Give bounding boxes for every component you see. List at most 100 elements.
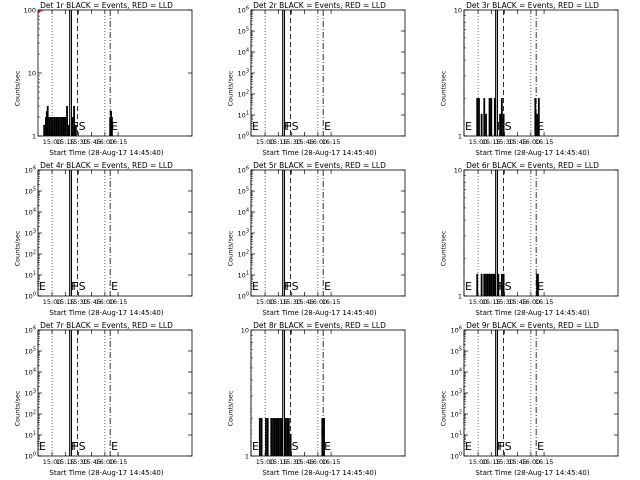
x-axis-label: Start Time (28-Aug-17 14:45:40)	[49, 469, 164, 477]
plot-frame	[463, 9, 619, 137]
y-tick-exponent: 6	[33, 166, 36, 172]
y-tick-exponent: 6	[459, 326, 462, 332]
event-bar	[64, 117, 67, 136]
y-tick-exponent: 4	[33, 368, 36, 374]
y-tick-label: 102	[451, 410, 462, 419]
event-bar	[258, 418, 261, 456]
x-tick-label: 15:00	[469, 138, 488, 146]
x-tick-label: 15:00	[43, 298, 62, 306]
y-tick-exponent: 3	[246, 69, 249, 75]
x-tick-label: 15:45	[508, 298, 527, 306]
marker-label: S	[505, 120, 512, 133]
plot-area: 10010110210310410510615:0015:1515:3015:4…	[451, 326, 619, 466]
x-axis-label: Start Time (28-Aug-17 14:45:40)	[49, 309, 164, 317]
plot-area: 10010110210310410510615:0015:1515:3015:4…	[238, 6, 406, 146]
y-tick-exponent: 0	[33, 292, 36, 298]
marker-label: S	[292, 120, 299, 133]
x-tick-label: 16:00	[96, 138, 115, 146]
y-tick-label: 101	[238, 111, 249, 120]
detector-panel: Det 9r BLACK = Events, RED = LLD Start Ti…	[426, 320, 639, 480]
event-bar	[60, 117, 63, 136]
y-tick-label: 104	[451, 368, 462, 377]
marker-label: F	[498, 440, 504, 453]
x-tick-label: 16:00	[96, 458, 115, 466]
detector-panel: Det 5r BLACK = Events, RED = LLD Start Ti…	[213, 160, 426, 320]
y-tick-label: 1	[32, 133, 36, 141]
y-tick-exponent: 4	[459, 368, 462, 374]
event-bar	[74, 124, 77, 136]
y-tick-label: 102	[238, 90, 249, 99]
y-tick-label: 105	[25, 347, 36, 356]
y-tick-exponent: 2	[459, 410, 462, 416]
plot-frame	[37, 169, 193, 297]
x-tick-label: 16:15	[535, 458, 554, 466]
x-tick-label: 15:15	[269, 298, 288, 306]
panel-title: Det 4r BLACK = Events, RED = LLD	[40, 161, 173, 170]
event-bar	[490, 273, 493, 296]
event-bar	[476, 273, 479, 296]
y-tick-label: 104	[238, 48, 249, 57]
x-tick-label: 16:15	[535, 298, 554, 306]
y-tick-exponent: 6	[246, 166, 249, 172]
x-tick-label: 15:30	[282, 138, 301, 146]
x-tick-label: 15:15	[482, 298, 501, 306]
y-tick-exponent: 1	[459, 431, 462, 437]
y-tick-exponent: 0	[246, 132, 249, 138]
x-tick-label: 15:00	[469, 298, 488, 306]
plot-frame	[250, 9, 406, 137]
y-tick-label: 10	[28, 70, 36, 78]
x-tick-label: 15:15	[482, 458, 501, 466]
x-tick-label: 15:00	[43, 458, 62, 466]
event-bar	[52, 117, 54, 136]
event-bar	[59, 117, 61, 136]
event-bar	[480, 273, 483, 296]
detector-panel: Det 3r BLACK = Events, RED = LLD Start Ti…	[426, 0, 639, 160]
y-tick-label: 103	[238, 69, 249, 78]
detector-panel: Det 8r BLACK = Events, RED = LLD Start Ti…	[213, 320, 426, 480]
marker-label: F	[72, 280, 78, 293]
marker-label: F	[71, 440, 77, 453]
y-tick-exponent: 3	[33, 229, 36, 235]
event-bar	[111, 117, 113, 136]
y-tick-exponent: 0	[33, 452, 36, 458]
event-bar	[73, 105, 75, 136]
y-tick-label: 100	[24, 7, 36, 15]
y-tick-label: 103	[25, 389, 36, 398]
x-tick-label: 15:30	[69, 138, 88, 146]
x-tick-label: 15:00	[469, 458, 488, 466]
event-bar	[43, 124, 46, 136]
marker-label: S	[505, 440, 512, 453]
x-tick-label: 15:30	[282, 298, 301, 306]
x-axis-label: Start Time (28-Aug-17 14:45:40)	[49, 149, 164, 157]
y-tick-label: 104	[25, 208, 36, 217]
x-tick-label: 16:00	[309, 458, 328, 466]
event-bar	[500, 273, 503, 296]
x-tick-label: 16:00	[522, 458, 541, 466]
y-tick-label: 103	[238, 229, 249, 238]
marker-label: S	[292, 440, 299, 453]
y-tick-label: 106	[451, 326, 462, 335]
x-tick-label: 16:15	[322, 298, 341, 306]
y-tick-exponent: 5	[246, 27, 249, 33]
y-tick-exponent: 3	[459, 389, 462, 395]
event-bar	[488, 273, 491, 296]
event-bar	[486, 273, 489, 296]
x-tick-label: 15:30	[495, 138, 514, 146]
marker-label: F	[497, 280, 503, 293]
x-tick-label: 15:45	[508, 458, 527, 466]
x-tick-label: 15:45	[82, 458, 101, 466]
x-tick-label: 16:15	[109, 298, 128, 306]
marker-label: E	[324, 280, 331, 293]
plot-frame	[37, 329, 193, 457]
y-tick-exponent: 2	[246, 90, 249, 96]
marker-label: F	[285, 120, 291, 133]
panel-title: Det 9r BLACK = Events, RED = LLD	[466, 321, 599, 330]
y-tick-label: 10	[454, 167, 462, 175]
x-tick-label: 16:00	[96, 298, 115, 306]
y-tick-label: 106	[25, 326, 36, 335]
event-bar	[289, 433, 292, 456]
marker-label: F	[285, 280, 291, 293]
marker-label: S	[292, 280, 299, 293]
